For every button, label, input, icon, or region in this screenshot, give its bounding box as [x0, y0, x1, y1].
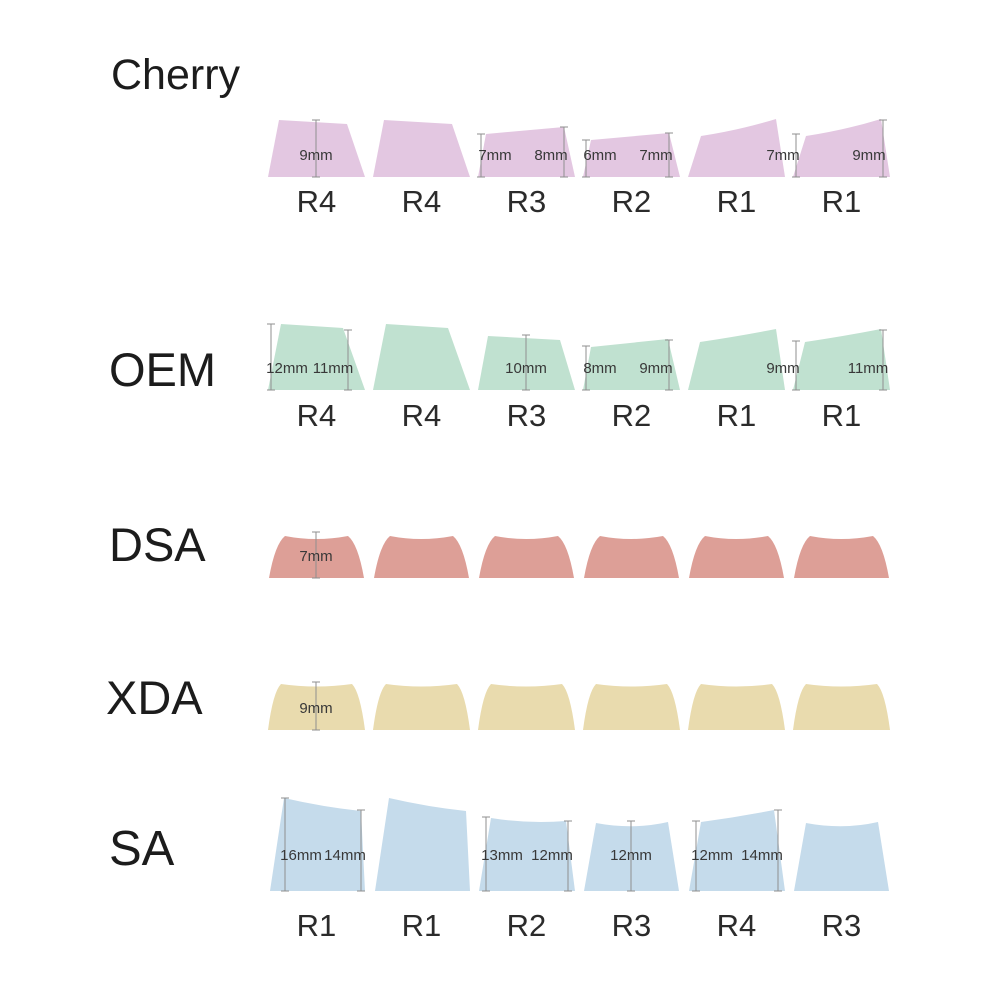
height-label: 11mm	[313, 360, 354, 377]
row-label: R3	[506, 398, 547, 433]
keycap-row-oem: 12mm 11mm 10mm 8mm 9mm 9mm 11mm	[266, 323, 890, 391]
row-label: R1	[296, 908, 337, 943]
height-label: 8mm	[534, 147, 567, 164]
keycap-shape-sa-r4	[689, 810, 785, 891]
height-label: 12mm	[610, 847, 652, 864]
profile-label-oem: OEM	[109, 343, 217, 396]
height-label: 9mm	[299, 147, 332, 164]
row-label: R1	[821, 398, 862, 433]
row-label: R1	[401, 908, 442, 943]
row-label: R2	[506, 908, 547, 943]
row-label: R1	[716, 398, 757, 433]
height-label: 14mm	[741, 847, 783, 864]
height-label: 7mm	[639, 147, 672, 164]
height-label: 6mm	[583, 147, 616, 164]
keycap-shape-cherry-r4	[268, 120, 470, 177]
height-label: 9mm	[766, 360, 799, 377]
height-label: 10mm	[505, 360, 547, 377]
keycap-shape-oem-r4	[268, 324, 470, 390]
row-label: R4	[296, 398, 337, 433]
keycap-row-dsa: 7mm	[269, 531, 889, 579]
keycap-row-sa: 16mm 14mm 13mm 12mm 12mm 12mm 14mm	[270, 797, 889, 892]
keycap-shape-oem-r2	[583, 339, 680, 390]
row-label: R1	[716, 184, 757, 219]
height-labels-xda: 9mm	[299, 700, 332, 717]
measurement-lines-oem	[267, 323, 887, 391]
keycap-shape-xda	[268, 684, 890, 730]
profile-label-cherry: Cherry	[111, 51, 241, 99]
keycap-row-xda: 9mm	[268, 681, 890, 731]
height-label: 7mm	[299, 548, 332, 565]
height-labels-sa: 16mm 14mm 13mm 12mm 12mm 12mm 14mm	[280, 847, 783, 864]
keycap-shape-cherry-r1	[688, 119, 890, 177]
row-label: R4	[401, 184, 442, 219]
keycap-shape-sa-r2	[479, 818, 575, 891]
height-label: 7mm	[478, 147, 511, 164]
measurement-lines-dsa	[312, 531, 320, 579]
keycap-row-cherry: 9mm 7mm 8mm 6mm 7mm 7mm 9mm	[268, 119, 890, 178]
row-label: R2	[611, 398, 652, 433]
height-label: 9mm	[852, 147, 885, 164]
height-label: 7mm	[766, 147, 799, 164]
profile-label-sa: SA	[109, 822, 175, 876]
row-label: R3	[821, 908, 862, 943]
row-label: R1	[821, 184, 862, 219]
measurement-lines-xda	[312, 681, 320, 731]
height-label: 14mm	[324, 847, 366, 864]
measurement-lines-sa	[281, 797, 782, 892]
height-label: 12mm	[266, 360, 308, 377]
profile-label-xda: XDA	[106, 671, 203, 724]
height-labels-oem: 12mm 11mm 10mm 8mm 9mm 9mm 11mm	[266, 360, 888, 377]
height-label: 11mm	[848, 360, 889, 377]
height-label: 16mm	[280, 847, 322, 864]
height-label: 13mm	[481, 847, 523, 864]
height-labels-dsa: 7mm	[299, 548, 332, 565]
row-label: R4	[296, 184, 337, 219]
height-label: 12mm	[691, 847, 733, 864]
row-label: R2	[611, 184, 652, 219]
height-label: 12mm	[531, 847, 573, 864]
keycap-shape-cherry-r2	[583, 133, 680, 177]
row-label: R4	[716, 908, 757, 943]
keycap-shape-cherry-r3	[478, 127, 575, 177]
row-label: R3	[611, 908, 652, 943]
height-label: 9mm	[639, 360, 672, 377]
profile-label-dsa: DSA	[109, 518, 206, 571]
row-label: R3	[506, 184, 547, 219]
keycap-shape-oem-r1	[688, 329, 890, 390]
height-label: 9mm	[299, 700, 332, 717]
measurement-lines-cherry	[312, 119, 887, 178]
height-labels-cherry: 9mm 7mm 8mm 6mm 7mm 7mm 9mm	[299, 147, 885, 164]
height-label: 8mm	[583, 360, 616, 377]
keycap-shape-dsa	[269, 536, 889, 578]
keycap-shape-sa-r1	[270, 798, 470, 891]
row-label: R4	[401, 398, 442, 433]
